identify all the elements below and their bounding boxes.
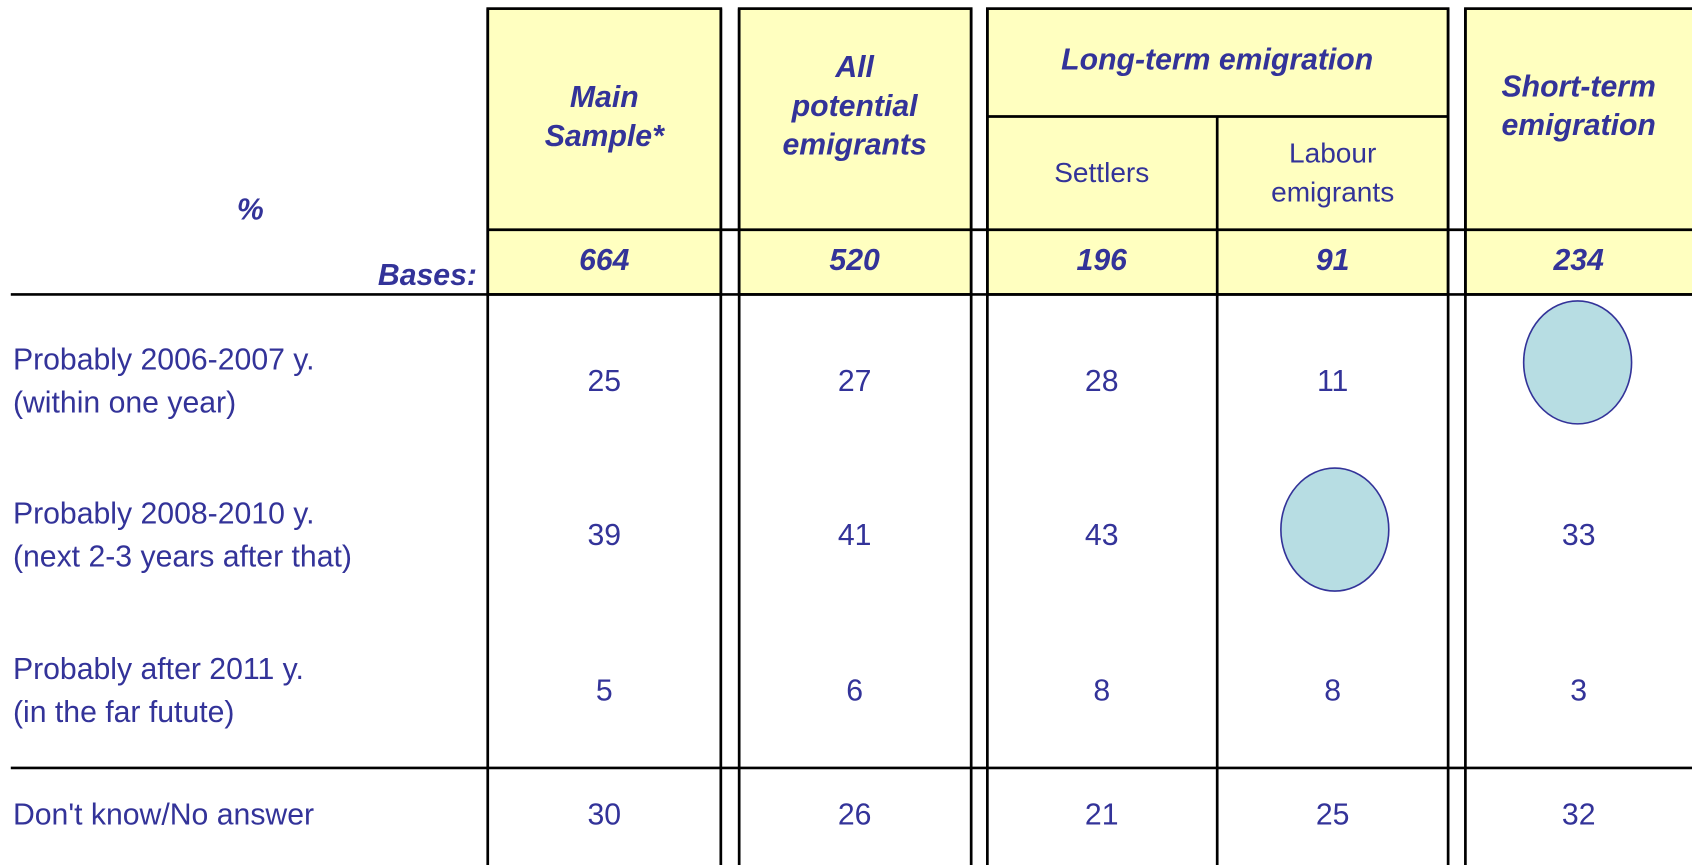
cell-value: 28 (1085, 365, 1119, 398)
rules (10, 8, 1692, 865)
column-header: emigrants (1271, 177, 1394, 208)
column-header: All (834, 51, 874, 84)
cell-value: 39 (587, 519, 621, 552)
cell-value: 11 (1317, 365, 1348, 398)
column-header: potential (791, 90, 918, 123)
cell-value: 21 (1085, 798, 1119, 831)
highlight-circle (1280, 467, 1390, 592)
base-value: 196 (1077, 244, 1128, 277)
cell-value: 43 (1085, 519, 1119, 552)
row-label: (next 2-3 years after that) (13, 541, 352, 574)
corner-label: % (237, 193, 264, 226)
header-cell (1464, 7, 1692, 296)
column-header: emigration (1502, 109, 1656, 142)
group-header: Long-term emigration (1061, 43, 1373, 76)
base-value: 520 (829, 244, 880, 277)
row-label: Probably after 2011 y. (13, 653, 304, 686)
column-header: Settlers (1054, 157, 1149, 188)
cell-value: 27 (838, 365, 872, 398)
column-header: Main (570, 81, 639, 114)
cell-value: 26 (838, 798, 872, 831)
column-header: Sample* (545, 120, 665, 153)
row-label: Probably 2008-2010 y. (13, 498, 315, 531)
bases-label: Bases: (378, 259, 477, 292)
row-label: Don't know/No answer (13, 798, 314, 831)
cell-value: 25 (587, 365, 621, 398)
cell-value: 5 (596, 674, 613, 707)
cell-value: 32 (1562, 798, 1596, 831)
cell-value: 8 (1093, 674, 1110, 707)
base-value: 664 (579, 244, 630, 277)
header-cell (737, 7, 973, 296)
cell-value: 30 (587, 798, 621, 831)
cell-value: 3 (1570, 674, 1587, 707)
row-label: Probably 2006-2007 y. (13, 343, 315, 376)
cell-value: 25 (1316, 798, 1350, 831)
base-value: 91 (1316, 244, 1350, 277)
column-header: emigrants (782, 129, 926, 162)
header-cell (486, 7, 723, 296)
highlight-circle (1522, 300, 1633, 425)
row-label: (in the far futute) (13, 696, 235, 729)
cell-value: 6 (846, 674, 863, 707)
column-header: Labour (1289, 138, 1376, 169)
column-header: Short-term (1502, 70, 1656, 103)
cell-value: 8 (1324, 674, 1341, 707)
base-value: 234 (1553, 244, 1605, 277)
cell-value: 41 (838, 519, 872, 552)
row-label: (within one year) (13, 386, 236, 419)
cell-value: 33 (1562, 519, 1596, 552)
